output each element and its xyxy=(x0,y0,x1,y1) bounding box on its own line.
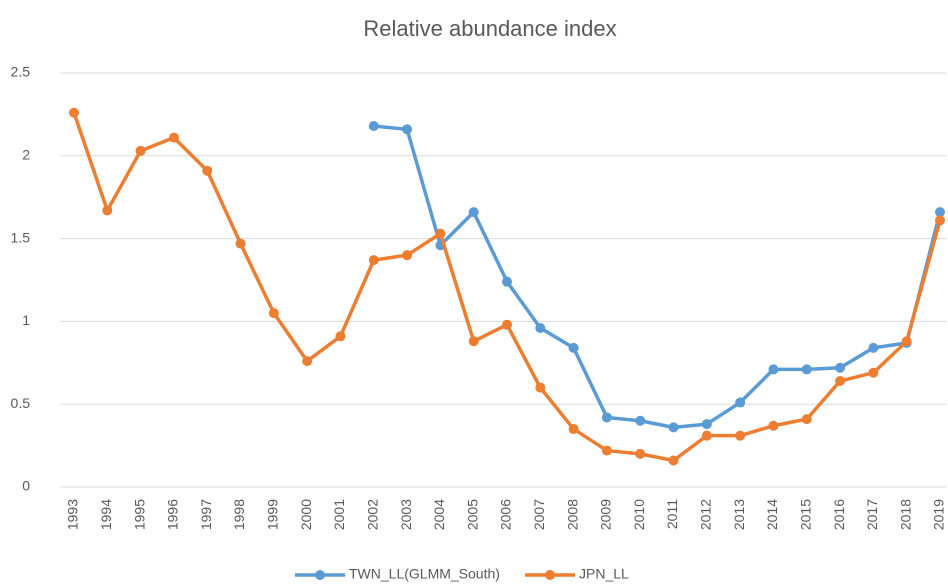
x-tick-label: 1994 xyxy=(98,499,114,530)
data-point xyxy=(168,132,179,143)
x-tick-label: 2017 xyxy=(864,499,880,530)
data-point xyxy=(901,336,912,347)
data-point xyxy=(368,255,379,266)
data-point xyxy=(801,364,812,375)
x-tick-label: 2008 xyxy=(564,499,580,530)
legend-swatch-marker xyxy=(545,570,555,580)
data-point xyxy=(801,414,812,425)
data-point xyxy=(768,364,779,375)
x-tick-label: 2013 xyxy=(731,499,747,530)
data-point xyxy=(568,424,579,435)
y-tick-label: 1 xyxy=(22,312,30,328)
x-tick-label: 2015 xyxy=(797,499,813,530)
legend-label: TWN_LL(GLMM_South) xyxy=(349,566,500,582)
x-tick-label: 2009 xyxy=(598,499,614,530)
legend-swatch-marker xyxy=(315,570,325,580)
x-tick-label: 2018 xyxy=(897,499,913,530)
data-point xyxy=(268,308,279,319)
data-point xyxy=(468,207,479,218)
y-tick-label: 2 xyxy=(22,147,30,163)
data-point xyxy=(735,397,746,408)
data-point xyxy=(601,412,612,423)
data-point xyxy=(302,356,313,367)
data-point xyxy=(701,419,712,430)
x-tick-label: 2003 xyxy=(398,499,414,530)
data-point xyxy=(135,145,146,156)
data-point xyxy=(69,107,79,118)
data-point xyxy=(568,342,579,353)
x-tick-label: 2004 xyxy=(431,499,447,530)
chart-title: Relative abundance index xyxy=(363,16,616,41)
x-tick-label: 2019 xyxy=(931,499,947,530)
x-tick-label: 2012 xyxy=(698,499,714,530)
data-point xyxy=(835,376,846,387)
y-tick-label: 2.5 xyxy=(11,64,31,80)
data-point xyxy=(335,331,346,342)
data-point xyxy=(468,336,479,347)
x-tick-label: 2014 xyxy=(764,499,780,530)
data-point xyxy=(835,362,846,373)
x-tick-label: 2000 xyxy=(298,499,314,530)
data-point xyxy=(868,367,879,378)
y-tick-label: 1.5 xyxy=(11,229,31,245)
data-point xyxy=(868,342,879,353)
data-point xyxy=(635,448,646,459)
x-tick-label: 1995 xyxy=(131,499,147,530)
data-point xyxy=(535,323,546,334)
x-tick-label: 1997 xyxy=(198,499,214,530)
data-point xyxy=(601,445,612,456)
data-point xyxy=(668,455,679,466)
data-point xyxy=(368,120,379,131)
data-point xyxy=(935,215,945,226)
data-point xyxy=(735,430,746,441)
x-tick-label: 1993 xyxy=(65,499,81,530)
data-point xyxy=(635,415,646,426)
x-tick-label: 2007 xyxy=(531,499,547,530)
data-point xyxy=(235,238,246,249)
data-point xyxy=(435,228,446,239)
data-point xyxy=(402,124,413,135)
data-point xyxy=(502,319,512,330)
data-point xyxy=(502,276,512,287)
data-point xyxy=(768,420,779,431)
x-tick-label: 1996 xyxy=(165,499,181,530)
x-tick-label: 2011 xyxy=(664,499,680,529)
x-tick-label: 2002 xyxy=(364,499,380,530)
x-tick-label: 1998 xyxy=(231,499,247,530)
data-point xyxy=(701,430,712,441)
x-tick-label: 2001 xyxy=(331,499,347,530)
x-tick-label: 2006 xyxy=(498,499,514,530)
data-point xyxy=(402,250,413,261)
data-point xyxy=(202,165,213,176)
data-point xyxy=(102,205,113,216)
data-point xyxy=(935,207,945,218)
x-tick-label: 1999 xyxy=(265,499,281,530)
data-point xyxy=(535,382,546,393)
x-tick-label: 2010 xyxy=(631,499,647,530)
x-tick-label: 2005 xyxy=(464,499,480,530)
y-tick-label: 0.5 xyxy=(11,395,31,411)
legend-label: JPN_LL xyxy=(579,566,629,582)
y-tick-label: 0 xyxy=(22,478,30,494)
data-point xyxy=(668,422,679,433)
series-line xyxy=(373,124,942,430)
x-tick-label: 2016 xyxy=(831,499,847,530)
